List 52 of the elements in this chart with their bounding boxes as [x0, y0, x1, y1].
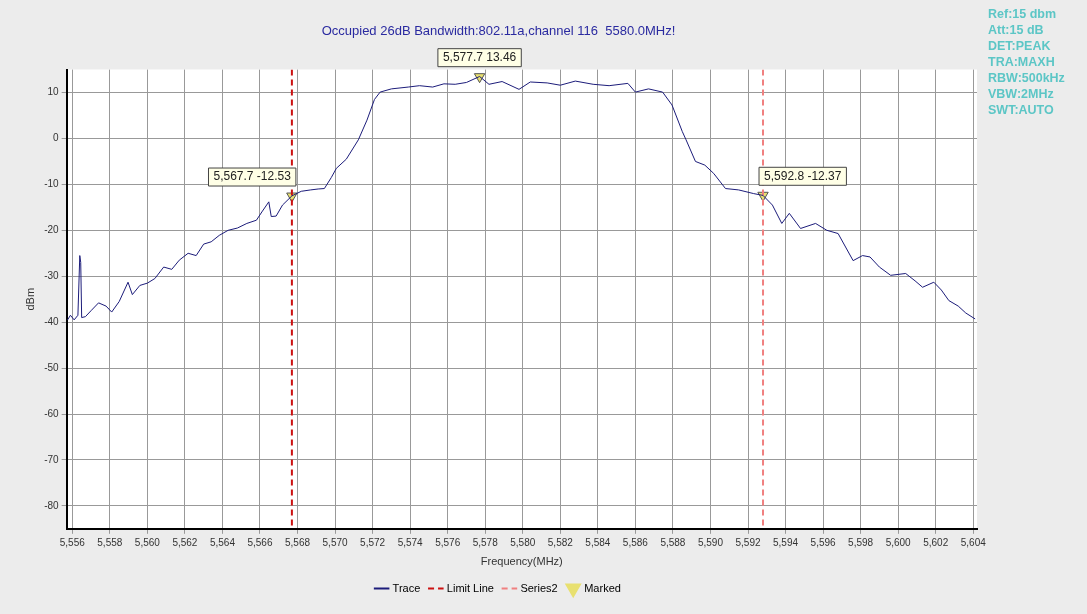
x-tick-label: 5,578 [472, 536, 499, 548]
x-tick-label: 5,570 [322, 536, 349, 548]
x-tick-label: 5,586 [622, 536, 649, 548]
x-tick-label: 5,556 [59, 536, 86, 548]
y-axis-title: dBm [23, 287, 36, 311]
x-tick-label: 5,560 [134, 536, 161, 548]
x-tick-label: 5,572 [360, 536, 386, 548]
text: SWT:AUTO [988, 102, 1055, 118]
x-tick-label: 5,592 [735, 536, 761, 548]
y-tick-label: -60 [44, 407, 60, 419]
x-tick-label: 5,562 [172, 536, 198, 548]
legend-label: Marked [584, 581, 621, 594]
x-tick-label: 5,582 [547, 536, 574, 548]
data-label: 5,567.7 -12.53 [213, 169, 292, 184]
legend-label: Limit Line [446, 581, 494, 594]
y-tick-label: -30 [44, 269, 60, 281]
x-tick-label: 5,600 [885, 536, 912, 548]
x-tick-label: 5,580 [510, 536, 536, 548]
x-tick-label: 5,574 [397, 536, 424, 548]
x-tick-label: 5,590 [697, 536, 724, 548]
y-tick-label: -20 [44, 224, 60, 236]
text: VBW:2MHz [988, 86, 1055, 102]
x-tick-label: 5,594 [773, 536, 799, 548]
legend-label: Series2 [520, 581, 558, 594]
text: TRA:MAXH [988, 54, 1056, 70]
x-tick-label: 5,602 [923, 536, 949, 548]
text: DET:PEAK [988, 38, 1052, 54]
x-tick-label: 5,604 [960, 536, 987, 548]
x-tick-label: 5,576 [435, 536, 461, 548]
chart-title: Occupied 26dB Bandwidth:802.11a,channel 116 5580.0MHz! [321, 23, 676, 39]
y-tick-label: -70 [44, 453, 60, 465]
x-tick-label: 5,588 [660, 536, 686, 548]
text: Ref:15 dbm [988, 6, 1058, 22]
x-tick-label: 5,568 [285, 536, 311, 548]
x-tick-label: 5,596 [810, 536, 837, 548]
x-tick-label: 5,558 [97, 536, 123, 548]
y-tick-label: -50 [44, 361, 60, 373]
data-label: 5,592.8 -12.37 [764, 168, 842, 183]
y-tick-label: -40 [44, 315, 60, 327]
x-tick-label: 5,566 [247, 536, 273, 548]
x-axis-title: Frequency(MHz) [480, 555, 563, 568]
text: RBW:500kHz [988, 70, 1065, 86]
text: Att:15 dB [988, 22, 1045, 38]
y-tick-label: -80 [44, 499, 60, 511]
y-tick-label: 10 [47, 86, 60, 98]
legend-label: Trace [392, 581, 421, 594]
y-tick-label: -10 [44, 178, 60, 190]
data-label: 5,577.7 13.46 [442, 49, 517, 64]
x-tick-label: 5,564 [209, 536, 236, 548]
x-tick-label: 5,584 [585, 536, 611, 548]
x-tick-label: 5,598 [848, 536, 874, 548]
y-tick-label: 0 [53, 132, 60, 144]
